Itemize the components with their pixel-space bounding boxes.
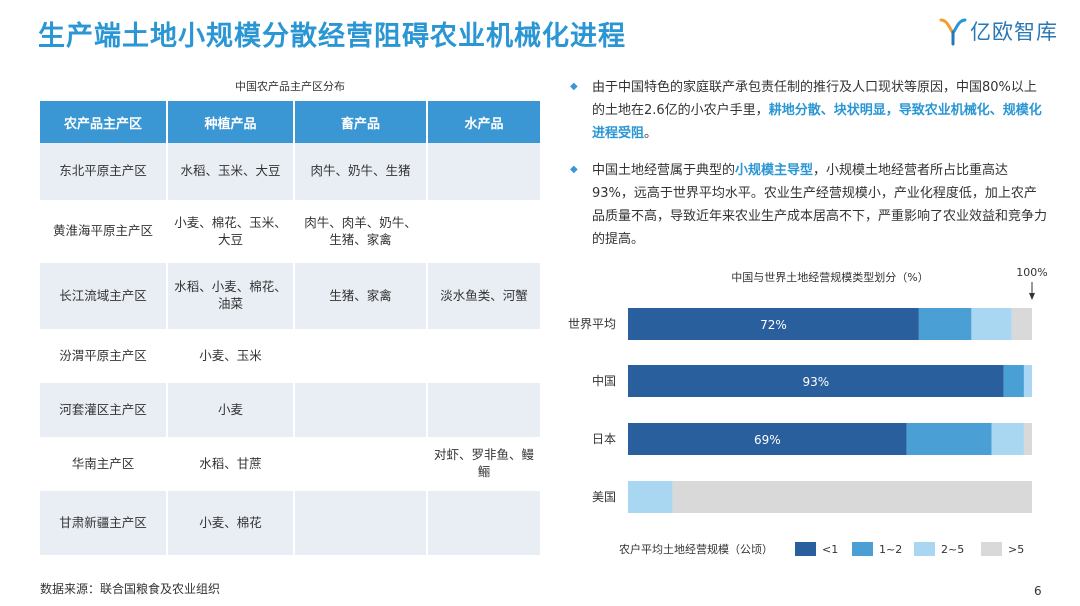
data-label: 69% [754, 433, 781, 447]
table-cell: 水稻、甘蔗 [167, 437, 295, 491]
table-cell [427, 491, 540, 555]
bar-segment [1003, 365, 1024, 397]
annotation-arrow-head [1029, 293, 1035, 300]
header-cell: 畜产品 [294, 101, 428, 143]
bar-segment [906, 423, 992, 455]
logo-text: 亿欧智库 [970, 20, 1058, 44]
table-cell: 水稻、小麦、棉花、油菜 [167, 263, 295, 329]
logo: 亿欧智库 [938, 16, 1058, 46]
data-source: 数据来源：联合国粮食及农业组织 [40, 582, 221, 596]
data-label: 93% [803, 375, 830, 389]
table-row: 长江流域主产区 水稻、小麦、棉花、油菜 生猪、家禽 淡水鱼类、河蟹 [40, 263, 540, 329]
category-label: 中国 [592, 373, 616, 388]
legend-swatch [795, 542, 816, 556]
page-number: 6 [1034, 584, 1042, 598]
table-row: 河套灌区主产区 小麦 [40, 383, 540, 437]
annotation-100-label: 100% [1016, 266, 1047, 279]
category-label: 世界平均 [568, 317, 616, 331]
header-cell: 农产品主产区 [40, 101, 168, 143]
legend-swatch [914, 542, 935, 556]
bar-segment [971, 308, 1012, 340]
bar-segment [628, 423, 907, 455]
bar-segment [628, 365, 1004, 397]
table-cell: 甘肃新疆主产区 [40, 491, 168, 555]
bullet-highlight: 小规模主导型 [735, 163, 814, 178]
table-cell: 长江流域主产区 [40, 263, 168, 329]
diamond-icon: ◆ [570, 164, 578, 175]
header-cell: 种植产品 [167, 101, 295, 143]
category-label: 日本 [592, 432, 616, 446]
legend-label: >5 [1008, 543, 1024, 556]
table-title: 中国农产品主产区分布 [235, 80, 345, 93]
table-cell: 小麦、玉米 [167, 329, 295, 383]
table-cell [427, 143, 540, 200]
table-cell: 小麦 [167, 383, 295, 437]
bullet-highlight: 耕地分散、块状明显，导致农业机械化、规模化进程受阻 [592, 103, 1042, 141]
bar-segment [628, 308, 919, 340]
table-row: 黄淮海平原主产区 小麦、棉花、玉米、大豆 肉牛、肉羊、奶牛、生猪、家禽 [40, 200, 540, 263]
table-row: 东北平原主产区 水稻、玉米、大豆 肉牛、奶牛、生猪 [40, 143, 540, 200]
bullet-text: 中国土地经营属于典型的 [592, 163, 736, 178]
header-cell: 水产品 [427, 101, 540, 143]
data-label: 72% [760, 318, 787, 332]
legend-label: 1~2 [879, 543, 902, 556]
bar-segment [1023, 423, 1032, 455]
table-cell: 汾渭平原主产区 [40, 329, 168, 383]
bar-segment [628, 481, 673, 513]
table-cell [427, 329, 540, 383]
table-cell [294, 437, 428, 491]
table-cell: 淡水鱼类、河蟹 [427, 263, 540, 329]
page-title: 生产端土地小规模分散经营阻碍农业机械化进程 [38, 21, 626, 52]
table-cell: 华南主产区 [40, 437, 168, 491]
stacked-bar-chart: 世界平均 72% 中国 93% 日本 69% 美国 100% 农户平均土地经营规模（公顷） <1 1… [568, 266, 1048, 556]
bar-segment [1023, 365, 1032, 397]
table-row: 甘肃新疆主产区 小麦、棉花 [40, 491, 540, 555]
legend-label: <1 [822, 543, 838, 556]
legend-swatch [852, 542, 873, 556]
category-label: 美国 [592, 490, 616, 504]
bar-segment [918, 308, 972, 340]
bar-segment [1011, 308, 1032, 340]
table-row: 华南主产区 水稻、甘蔗 对虾、罗非鱼、鳗鲡 [40, 437, 540, 491]
bar-segment [672, 481, 1032, 513]
bullet-text: 由于中国特色的家庭联产承包责任制的推行及人口现状等原因，中国80%以上的土地在2… [592, 80, 1037, 118]
table-cell: 生猪、家禽 [294, 263, 428, 329]
chart-title: 中国与世界土地经营规模类型划分（%） [731, 271, 929, 284]
table-cell: 东北平原主产区 [40, 143, 168, 200]
table-cell: 水稻、玉米、大豆 [167, 143, 295, 200]
table-cell: 对虾、罗非鱼、鳗鲡 [427, 437, 540, 491]
bar-segment [991, 423, 1024, 455]
table-cell [294, 491, 428, 555]
table-row: 汾渭平原主产区 小麦、玉米 [40, 329, 540, 383]
table-cell [294, 383, 428, 437]
bullet-item: ◆ 由于中国特色的家庭联产承包责任制的推行及人口现状等原因，中国80%以上的土地… [570, 76, 1048, 145]
table-cell: 肉牛、肉羊、奶牛、生猪、家禽 [294, 200, 428, 263]
logo-icon [939, 18, 967, 46]
table-cell [427, 200, 540, 263]
bullet-text: ，小规模土地经营者所占比重高达93%，远高于世界平均水平。农业生产经营规模小，产… [592, 163, 1048, 247]
table-header-row: 农产品主产区 种植产品 畜产品 水产品 [40, 101, 540, 143]
table-cell [294, 329, 428, 383]
diamond-icon: ◆ [570, 81, 578, 92]
bullet-item: ◆ 中国土地经营属于典型的小规模主导型，小规模土地经营者所占比重高达93%，远高… [570, 159, 1048, 251]
table-cell: 小麦、棉花、玉米、大豆 [167, 200, 295, 263]
production-area-table: 农产品主产区 种植产品 畜产品 水产品 东北平原主产区 水稻、玉米、大豆 肉牛、… [40, 101, 540, 555]
table-cell: 小麦、棉花 [167, 491, 295, 555]
table-cell: 黄淮海平原主产区 [40, 200, 168, 263]
bullet-list: ◆ 由于中国特色的家庭联产承包责任制的推行及人口现状等原因，中国80%以上的土地… [570, 76, 1048, 265]
table-cell: 河套灌区主产区 [40, 383, 168, 437]
legend-swatch [981, 542, 1002, 556]
table-cell: 肉牛、奶牛、生猪 [294, 143, 428, 200]
legend-title: 农户平均土地经营规模（公顷） [619, 542, 773, 556]
bullet-text: 。 [644, 126, 658, 141]
table-cell [427, 383, 540, 437]
legend-label: 2~5 [941, 543, 964, 556]
